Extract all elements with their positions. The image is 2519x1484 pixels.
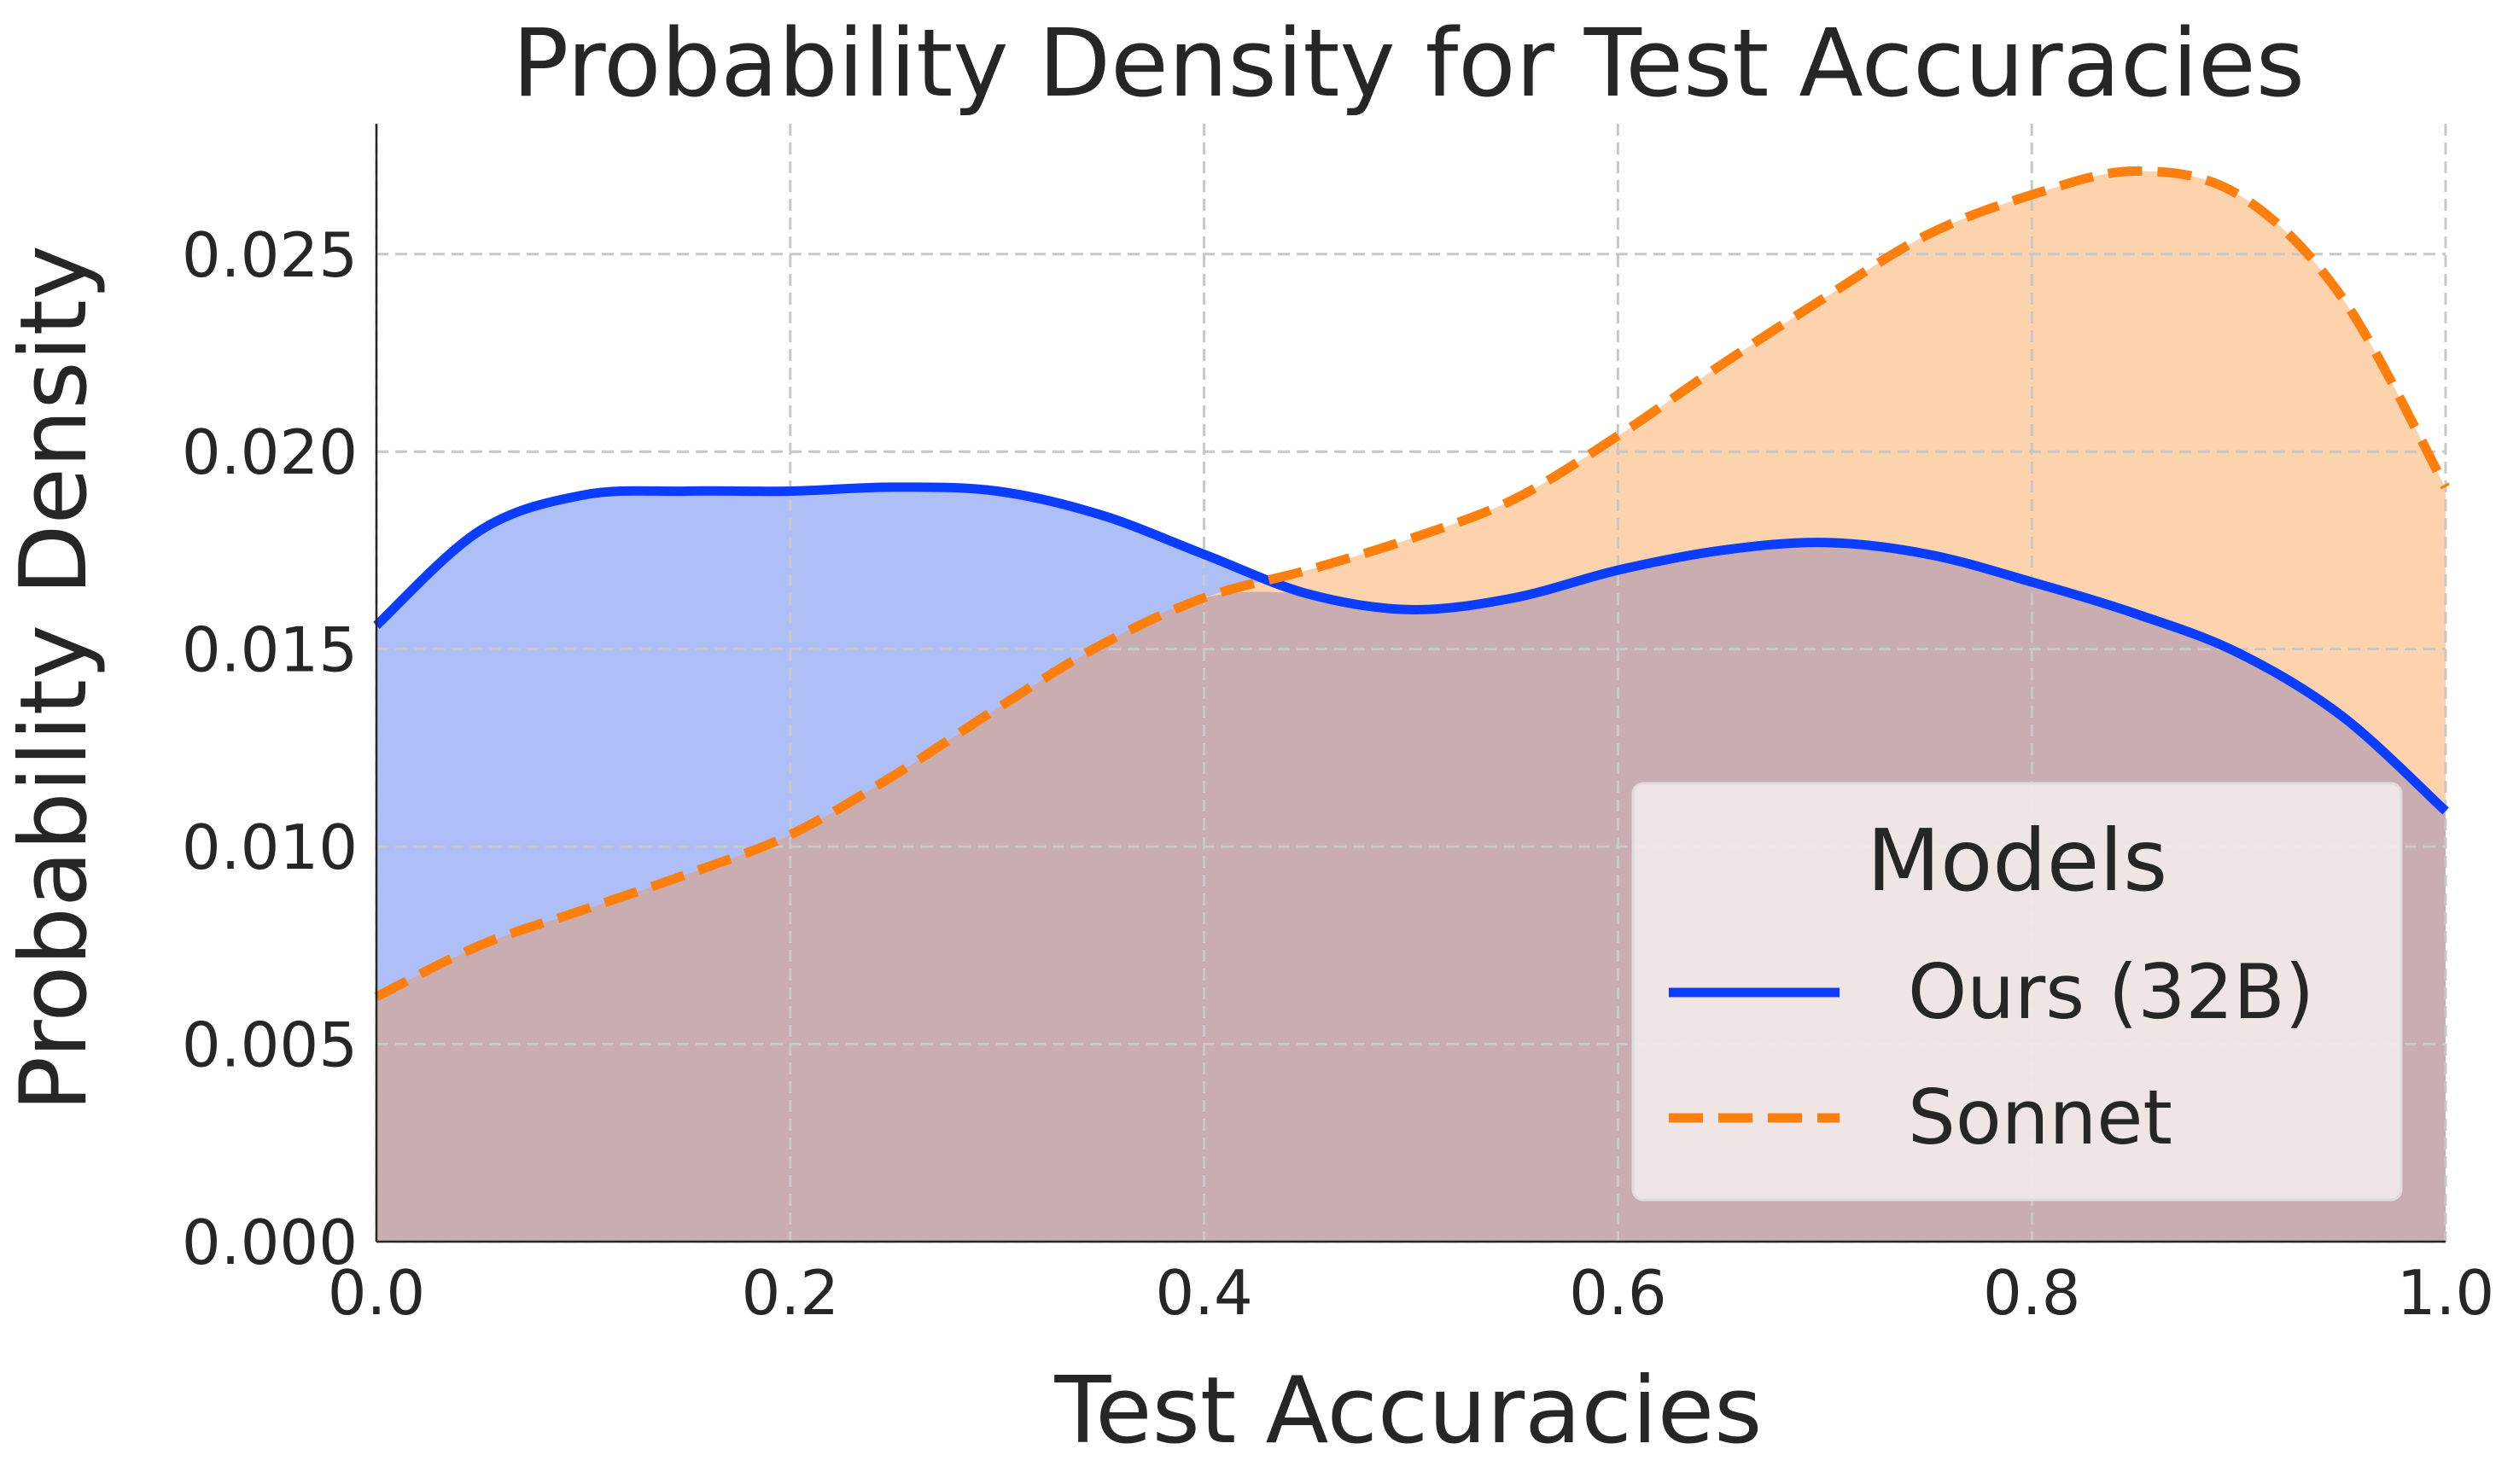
x-tick-label: 0.6 <box>1569 1257 1667 1329</box>
legend: Models Ours (32B) Sonnet <box>1631 782 2403 1202</box>
x-axis-label: Test Accuracies <box>1054 1358 1763 1464</box>
line-sonnet <box>374 166 2450 1001</box>
legend-box <box>1631 782 2403 1202</box>
legend-label-ours-32b: Ours (32B) <box>1908 948 2314 1036</box>
y-tick-label: 0.020 <box>182 416 358 488</box>
x-tick-label: 0.4 <box>1155 1257 1253 1329</box>
density-lines <box>373 166 2450 1001</box>
axis-spines <box>375 124 2446 1243</box>
y-tick-label: 0.005 <box>182 1010 358 1081</box>
x-tick-label: 1.0 <box>2397 1257 2495 1329</box>
y-tick-label: 0.000 <box>182 1207 358 1278</box>
chart-title: Probability Density for Test Accuracies <box>512 9 2305 118</box>
x-tick-label: 0.2 <box>742 1257 840 1329</box>
y-axis-ticks: 0.000 0.005 0.010 0.015 0.020 0.025 <box>182 219 358 1278</box>
legend-label-sonnet: Sonnet <box>1908 1074 2172 1161</box>
y-axis-label: Probability Density <box>1 245 108 1112</box>
line-ours-32b <box>373 482 2449 815</box>
y-tick-label: 0.015 <box>182 614 358 686</box>
x-tick-label: 0.8 <box>1983 1257 2081 1329</box>
y-tick-label: 0.025 <box>182 219 358 291</box>
x-axis-ticks: 0.0 0.2 0.4 0.6 0.8 1.0 <box>328 1257 2495 1329</box>
y-tick-label: 0.010 <box>182 812 358 883</box>
legend-title: Models <box>1867 811 2167 911</box>
x-tick-label: 0.0 <box>328 1257 426 1329</box>
